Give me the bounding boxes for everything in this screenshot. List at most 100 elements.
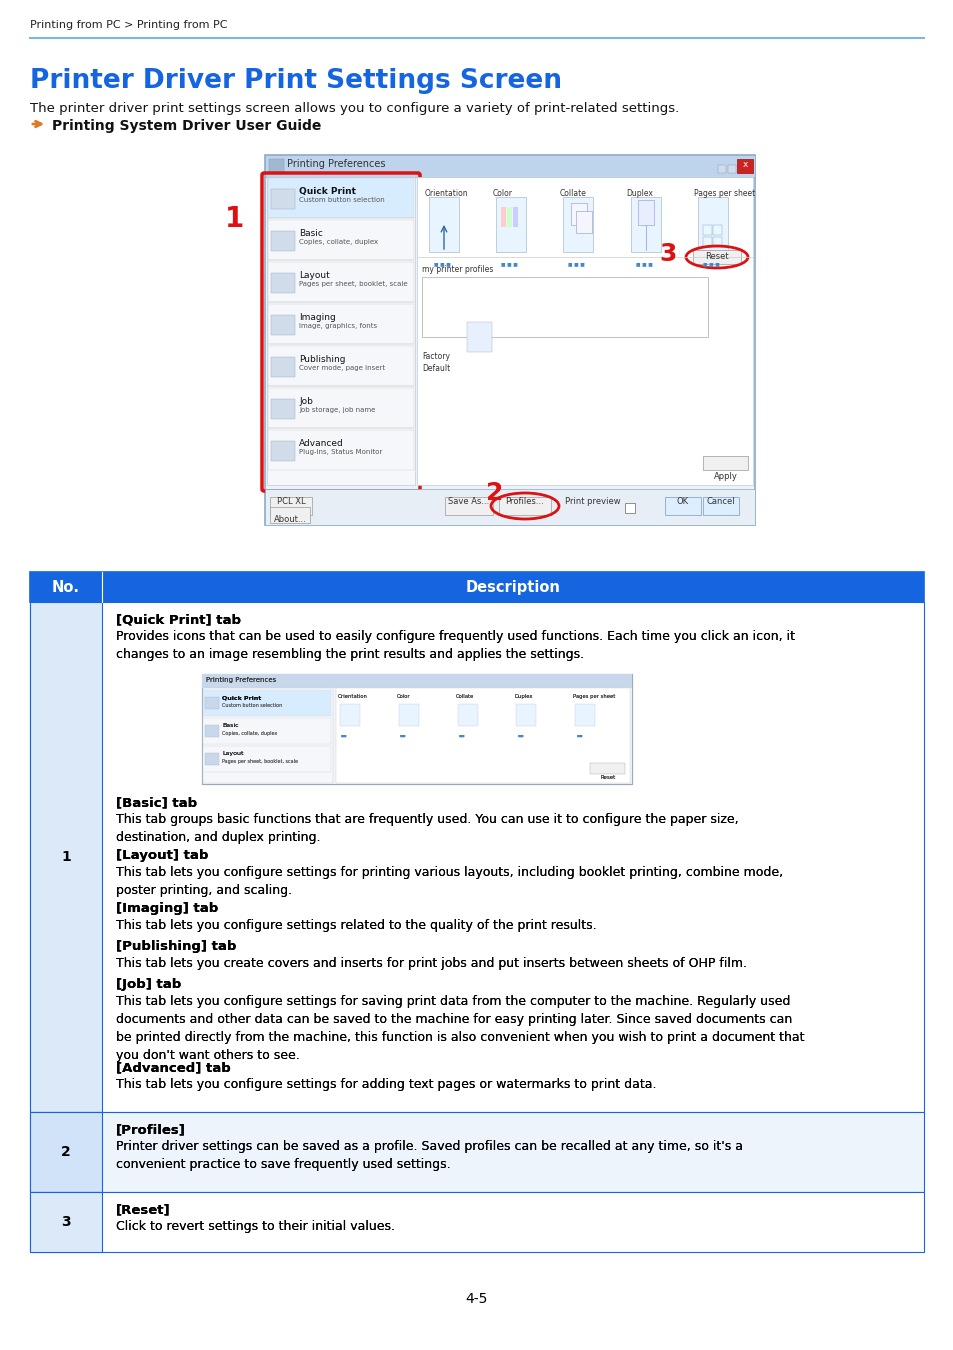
Bar [697, 197, 727, 252]
Bar [271, 400, 294, 418]
Text: ■ ■ ■: ■ ■ ■ [635, 262, 652, 266]
Bar [268, 346, 414, 386]
Text: Custom button selection: Custom button selection [222, 703, 282, 707]
Text: Quick Print: Quick Print [298, 188, 355, 196]
Bar [205, 697, 219, 709]
Bar [270, 508, 310, 522]
Bar [630, 197, 659, 252]
Text: Pages per sheet: Pages per sheet [573, 694, 615, 699]
Text: Duplex: Duplex [514, 694, 533, 699]
Bar [339, 703, 359, 726]
Text: This tab lets you configure settings for printing various layouts, including boo: This tab lets you configure settings for… [116, 865, 782, 896]
Text: ■■: ■■ [340, 734, 347, 738]
Bar [202, 674, 631, 688]
Text: ■■: ■■ [576, 734, 582, 738]
Bar [203, 690, 331, 716]
Bar [268, 431, 414, 470]
Bar [575, 703, 595, 726]
Bar [265, 155, 754, 525]
Text: Printer driver settings can be saved as a profile. Saved profiles can be recalle: Printer driver settings can be saved as … [116, 1139, 742, 1170]
Text: 2: 2 [486, 481, 503, 505]
Text: ■■: ■■ [458, 734, 465, 738]
Text: This tab lets you configure settings for printing various layouts, including boo: This tab lets you configure settings for… [116, 865, 782, 896]
Text: Plug-ins, Status Monitor: Plug-ins, Status Monitor [298, 450, 382, 455]
Text: [Imaging] tab: [Imaging] tab [116, 902, 218, 915]
Bar [516, 703, 536, 726]
Bar [203, 688, 333, 783]
Text: Basic: Basic [222, 724, 238, 728]
Text: Collate: Collate [558, 189, 586, 198]
Bar [203, 688, 333, 783]
Bar [702, 497, 739, 514]
Text: PCL XL: PCL XL [276, 497, 305, 506]
Text: This tab lets you configure settings for saving print data from the computer to : This tab lets you configure settings for… [116, 995, 803, 1062]
Text: Duplex: Duplex [626, 189, 653, 198]
Text: ■■: ■■ [517, 734, 523, 738]
Text: Basic: Basic [222, 724, 238, 728]
Bar [692, 250, 740, 265]
Bar [268, 178, 414, 217]
Text: Factory
Default: Factory Default [421, 352, 450, 373]
Bar [718, 165, 725, 173]
Bar [589, 763, 624, 774]
Bar [575, 703, 595, 726]
Bar [500, 207, 506, 227]
Text: Reset: Reset [599, 775, 615, 780]
Bar [507, 207, 512, 227]
Bar [444, 497, 493, 514]
Bar [271, 189, 294, 209]
Bar [271, 231, 294, 251]
Text: ■ ■ ■: ■ ■ ■ [434, 262, 451, 266]
Text: [Advanced] tab: [Advanced] tab [116, 1061, 231, 1075]
Text: Collate: Collate [456, 694, 474, 699]
Text: Pages per sheet: Pages per sheet [693, 189, 754, 198]
Text: Printing Preferences: Printing Preferences [206, 676, 276, 683]
Text: [Profiles]: [Profiles] [116, 1123, 186, 1135]
Text: Printing from PC > Printing from PC: Printing from PC > Printing from PC [30, 20, 227, 30]
Bar [457, 703, 477, 726]
Text: [Reset]: [Reset] [116, 1203, 171, 1216]
Text: Printing System Driver User Guide: Printing System Driver User Guide [52, 119, 321, 134]
Bar [202, 674, 631, 784]
Bar [576, 211, 592, 234]
Bar [727, 165, 735, 173]
Text: This tab groups basic functions that are frequently used. You can use it to conf: This tab groups basic functions that are… [116, 813, 738, 844]
Text: Provides icons that can be used to easily configure frequently used functions. E: Provides icons that can be used to easil… [116, 630, 794, 662]
Text: Orientation: Orientation [337, 694, 368, 699]
Text: Quick Print: Quick Print [222, 695, 261, 701]
Text: Collate: Collate [456, 694, 474, 699]
Bar [702, 456, 747, 470]
Text: Printing Preferences: Printing Preferences [206, 676, 276, 683]
Text: [Advanced] tab: [Advanced] tab [116, 1061, 231, 1075]
Text: Cover mode, page insert: Cover mode, page insert [298, 364, 385, 371]
Text: Basic: Basic [298, 230, 322, 238]
Bar [30, 1112, 923, 1192]
Text: [Publishing] tab: [Publishing] tab [116, 940, 236, 953]
Text: Publishing: Publishing [298, 355, 345, 364]
Text: Quick Print: Quick Print [222, 695, 261, 701]
Text: 3: 3 [61, 1215, 71, 1228]
Bar [30, 1192, 102, 1251]
Bar [271, 273, 294, 293]
Text: This tab lets you create covers and inserts for print jobs and put inserts betwe: This tab lets you create covers and inse… [116, 957, 746, 971]
Bar [712, 225, 721, 235]
Bar [267, 177, 415, 485]
Text: Profiles...: Profiles... [505, 497, 544, 506]
Text: Apply: Apply [713, 472, 738, 481]
Text: Advanced: Advanced [298, 439, 343, 448]
Text: Printer driver settings can be saved as a profile. Saved profiles can be recalle: Printer driver settings can be saved as … [116, 1139, 742, 1170]
Bar [664, 497, 700, 514]
Bar [269, 159, 284, 173]
Text: Job storage, job name: Job storage, job name [298, 406, 375, 413]
Bar [203, 718, 331, 744]
Bar [563, 197, 593, 252]
Bar [271, 356, 294, 377]
Bar [203, 690, 331, 716]
Bar [270, 497, 312, 514]
Text: 3: 3 [659, 242, 676, 266]
Text: Orientation: Orientation [337, 694, 368, 699]
Text: [Basic] tab: [Basic] tab [116, 796, 197, 809]
Text: Layout: Layout [222, 751, 243, 756]
Text: Color: Color [396, 694, 410, 699]
Text: Save As...: Save As... [448, 497, 489, 506]
